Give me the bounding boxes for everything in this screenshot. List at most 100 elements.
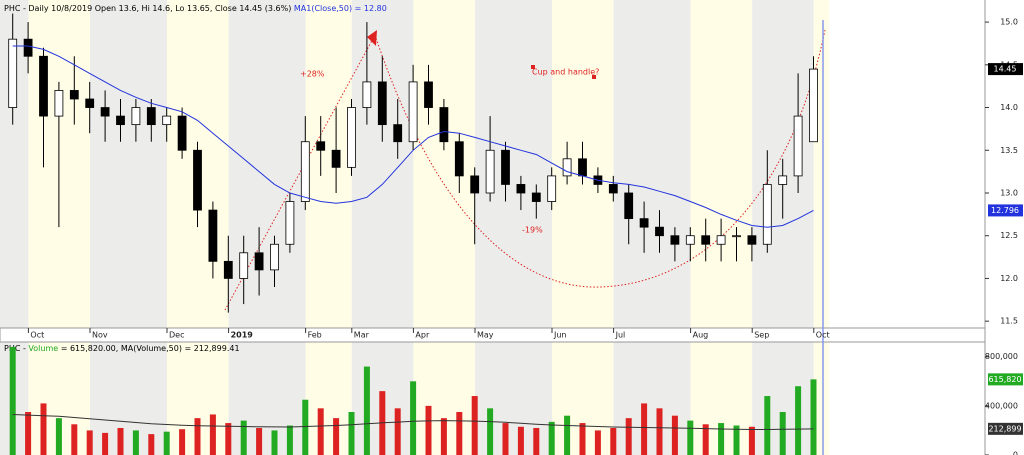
volume-bar: [733, 425, 740, 455]
y-tick-label: 13.0: [1000, 188, 1018, 197]
x-tick-label: Aug: [693, 331, 709, 340]
month-band: [90, 342, 167, 455]
candle-body: [670, 235, 680, 245]
anchor-point: [592, 75, 596, 79]
volume-bar: [548, 421, 555, 455]
candle-body: [624, 192, 634, 220]
candle-body: [470, 175, 480, 194]
candle-body: [639, 218, 649, 228]
y-tick-label: 12.0: [1000, 274, 1018, 283]
month-band: [813, 342, 829, 455]
volume-bar: [594, 430, 601, 455]
candle-body: [162, 115, 172, 126]
volume-bar: [333, 418, 340, 455]
month-band: [613, 342, 691, 455]
volume-bar: [410, 381, 417, 455]
candle-body: [424, 81, 433, 108]
volume-bar: [317, 408, 324, 455]
volume-bar: [440, 418, 447, 455]
candle-body: [131, 107, 141, 126]
value-marker: [988, 63, 1023, 76]
x-tick-label: May: [477, 331, 494, 340]
candle-body: [316, 141, 326, 151]
volume-bar: [348, 412, 355, 455]
value-marker: [988, 204, 1023, 217]
volume-bar: [748, 426, 755, 455]
candle-body: [146, 107, 156, 126]
candle-body: [454, 141, 464, 177]
candle-body: [116, 115, 125, 126]
y-tick-label: 13.5: [1000, 146, 1018, 155]
volume-bar: [394, 408, 401, 455]
annotation: -19%: [522, 226, 543, 235]
candle-body: [85, 98, 95, 108]
candle-body: [39, 55, 48, 117]
volume-bar: [779, 412, 786, 455]
annotation: +28%: [300, 70, 325, 79]
axis-strip: [0, 327, 1024, 343]
value-marker-label: 212,899: [988, 424, 1021, 433]
month-band: [228, 342, 306, 455]
x-tick-label: Sep: [754, 331, 769, 340]
volume-bar: [194, 418, 201, 455]
volume-bar: [579, 423, 586, 455]
vol-title-prefix: PHC -: [4, 344, 28, 353]
volume-bar: [564, 415, 571, 455]
month-band: [305, 342, 352, 455]
candle-body: [685, 235, 695, 245]
candle-body: [23, 38, 33, 57]
x-tick-label: Feb: [308, 331, 322, 340]
y-tick-label: 400,000: [985, 401, 1018, 410]
title-main: PHC - Daily 10/8/2019 Open 13.6, Hi 14.6…: [4, 4, 291, 13]
volume-bar: [363, 366, 370, 455]
anchor-point: [531, 65, 535, 69]
y-tick-label: 12.5: [1000, 231, 1018, 240]
value-marker-label: 12.796: [991, 206, 1019, 215]
volume-bar: [425, 405, 432, 455]
volume-bar: [517, 426, 524, 455]
candle-body: [377, 81, 387, 126]
candle-body: [778, 175, 788, 185]
volume-bar: [271, 430, 278, 455]
candle-body: [239, 252, 249, 279]
candle-body: [439, 107, 449, 143]
volume-bar: [209, 414, 216, 455]
volume-bar: [471, 396, 478, 455]
volume-bar: [86, 430, 93, 455]
candle-body: [208, 209, 218, 262]
volume-bar: [286, 425, 293, 455]
volume-bar: [179, 429, 186, 455]
title-ma: MA1(Close,50) = 12.80: [294, 4, 387, 13]
candle-body: [562, 158, 572, 177]
month-band: [813, 0, 829, 328]
month-band: [690, 0, 753, 328]
volume-bar: [117, 427, 124, 455]
candle-body: [578, 158, 587, 177]
candle-body: [408, 81, 418, 143]
value-marker-label: 14.45: [994, 65, 1017, 74]
month-band: [413, 0, 475, 328]
candle-body: [531, 192, 541, 202]
value-marker: [988, 373, 1023, 386]
x-tick-label: Apr: [415, 331, 430, 340]
candle-body: [331, 149, 341, 168]
volume-bar: [148, 434, 155, 455]
volume-bar: [764, 396, 771, 455]
candle-body: [485, 149, 495, 194]
volume-bar: [40, 403, 47, 455]
arrow-head: [367, 30, 377, 46]
volume-bar: [102, 432, 109, 455]
volume-bar: [132, 430, 139, 455]
volume-bar: [240, 420, 247, 455]
volume-bar: [610, 427, 617, 455]
candle-body: [716, 235, 726, 245]
ma-line: [12, 45, 814, 228]
volume-bar: [55, 418, 62, 455]
volume-bar: [641, 403, 648, 455]
candle-body: [193, 149, 202, 211]
value-marker-label: 615,820: [988, 375, 1021, 384]
candle-body: [100, 107, 110, 117]
chart-title: PHC - Daily 10/8/2019 Open 13.6, Hi 14.6…: [4, 4, 387, 13]
volume-bar: [302, 399, 309, 455]
